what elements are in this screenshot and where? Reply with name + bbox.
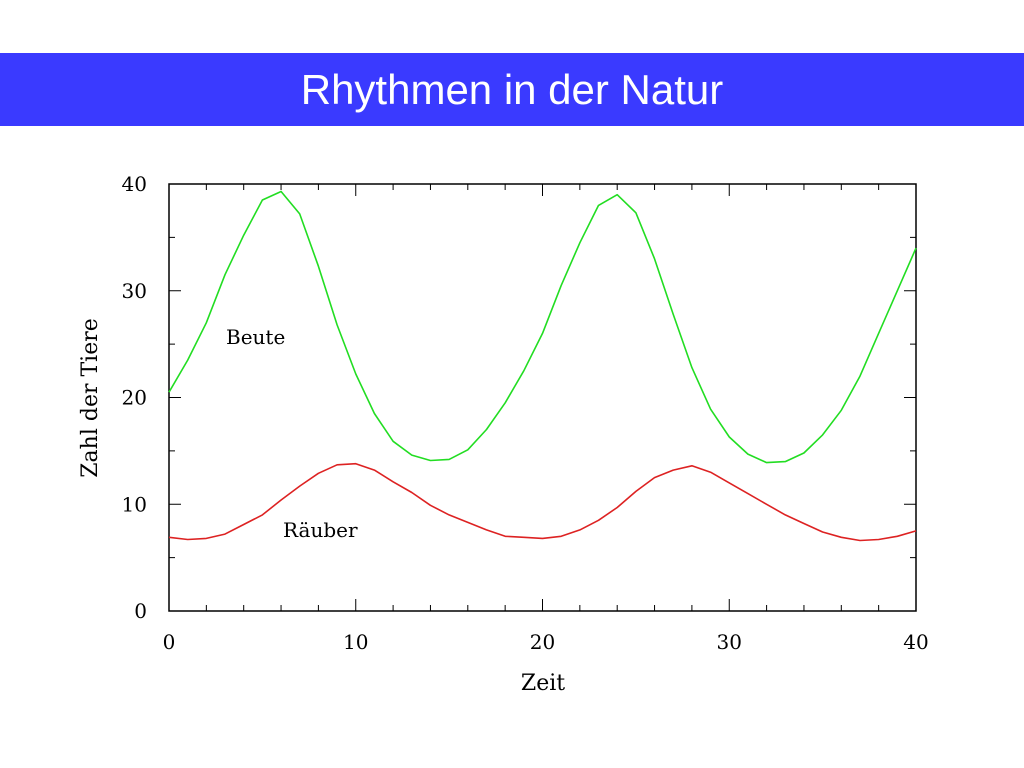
y-tick-label: 20 bbox=[122, 386, 147, 410]
axes bbox=[168, 183, 917, 612]
y-tick-label: 0 bbox=[134, 599, 147, 623]
plot-frame bbox=[168, 183, 917, 612]
x-tick-label: 10 bbox=[343, 630, 368, 654]
y-axis-label: Zahl der Tiere bbox=[78, 318, 103, 477]
x-tick-label: 20 bbox=[530, 630, 555, 654]
annotation-raeuber: Räuber bbox=[283, 518, 358, 542]
x-tick-label: 40 bbox=[903, 630, 928, 654]
x-tick-label: 30 bbox=[717, 630, 742, 654]
series-line-beute bbox=[168, 190, 917, 464]
slide-title: Rhythmen in der Natur bbox=[300, 65, 724, 113]
x-axis-label: Zeit bbox=[521, 671, 565, 696]
title-bar: Rhythmen in der Natur bbox=[0, 53, 1024, 126]
series-lines bbox=[168, 190, 917, 542]
series-line-raeuber bbox=[168, 462, 917, 542]
annotation-beute: Beute bbox=[226, 325, 285, 349]
y-tick-label: 40 bbox=[122, 172, 147, 196]
ticks: 0 10 20 30 40 0 10 20 30 40 bbox=[122, 172, 929, 654]
x-tick-label: 0 bbox=[163, 630, 176, 654]
y-tick-label: 10 bbox=[122, 492, 147, 516]
y-tick-label: 30 bbox=[122, 279, 147, 303]
